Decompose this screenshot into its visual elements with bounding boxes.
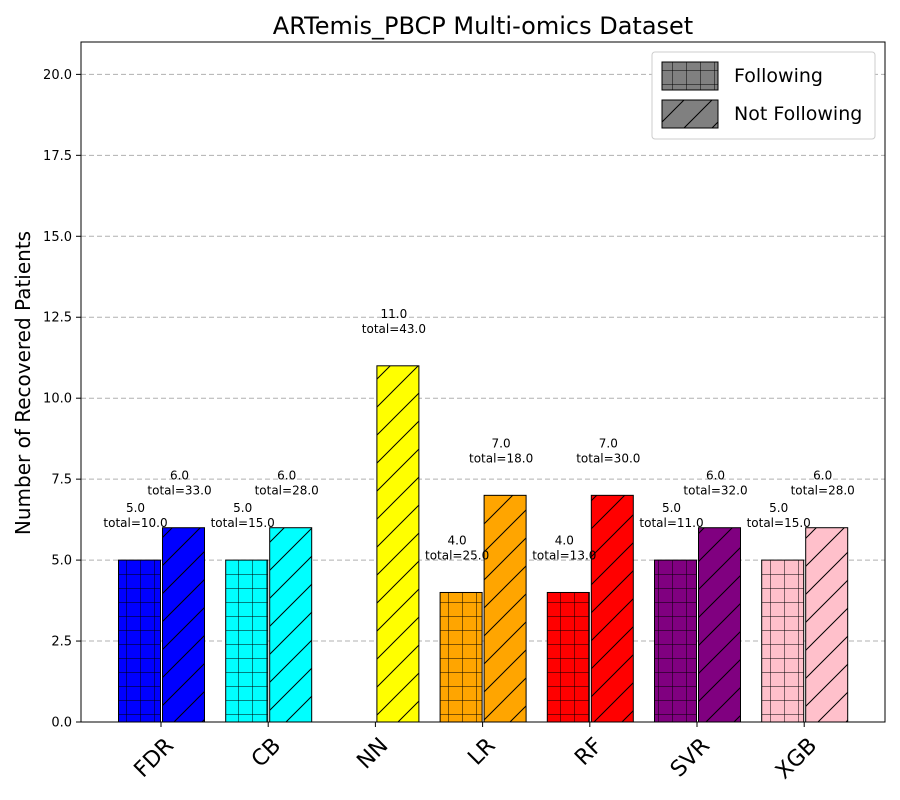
- bar-hatch-svr-following: [654, 559, 697, 723]
- bar-total-label: total=30.0: [576, 451, 640, 465]
- bar-total-label: total=43.0: [362, 322, 426, 336]
- y-tick-label: 20.0: [43, 68, 72, 83]
- legend-hatch-not-following: [661, 99, 719, 129]
- bar-hatch-lr-not-following: [483, 494, 527, 723]
- bar-hatch-cb-following: [225, 559, 269, 723]
- bar-total-label: total=15.0: [747, 516, 811, 530]
- bar-value-label: 11.0: [381, 307, 408, 321]
- bar-total-label: total=28.0: [255, 484, 319, 498]
- bar-hatch-svr-not-following: [698, 527, 741, 723]
- bar-hatch-rf-following: [546, 591, 590, 723]
- bar-value-label: 5.0: [662, 501, 681, 515]
- y-tick-label: 17.5: [43, 149, 72, 164]
- legend-hatch-following: [661, 61, 719, 91]
- y-axis-ticks: 0.0 2.5 5.0 7.5 10.0 12.5 15.0 17.5 20.0: [43, 68, 81, 731]
- bar-total-label: total=10.0: [103, 516, 167, 530]
- data-labels: 5.0total=10.06.0total=33.05.0total=15.06…: [103, 307, 854, 563]
- y-tick-label: 12.5: [43, 311, 72, 326]
- bar-value-label: 5.0: [769, 501, 788, 515]
- bar-hatch-lr-following: [439, 591, 483, 723]
- bar-total-label: total=13.0: [532, 548, 596, 562]
- y-tick-label: 15.0: [43, 230, 72, 245]
- bar-value-label: 4.0: [555, 533, 574, 547]
- bar-value-label: 7.0: [492, 436, 511, 450]
- bar-value-label: 6.0: [706, 469, 725, 483]
- bar-hatch-nn-not-following: [376, 365, 420, 723]
- bar-value-label: 4.0: [448, 533, 467, 547]
- bar-hatch-cb-not-following: [269, 527, 313, 723]
- gridlines: [81, 73, 885, 642]
- bar-value-label: 6.0: [277, 469, 296, 483]
- y-tick-label: 5.0: [51, 554, 72, 569]
- legend-label-following: Following: [734, 65, 823, 87]
- legend-label-not-following: Not Following: [734, 103, 862, 125]
- bars: [118, 365, 849, 723]
- bar-hatch-rf-not-following: [590, 494, 634, 723]
- y-tick-label: 10.0: [43, 392, 72, 407]
- bar-hatch-fdr-not-following: [162, 527, 205, 723]
- legend: Following Not Following: [651, 51, 876, 140]
- y-axis-label: Number of Recovered Patients: [11, 231, 35, 535]
- bar-value-label: 7.0: [599, 436, 618, 450]
- bar-total-label: total=33.0: [147, 484, 211, 498]
- bar-value-label: 6.0: [813, 469, 832, 483]
- bar-total-label: total=15.0: [211, 516, 275, 530]
- bar-total-label: total=28.0: [791, 484, 855, 498]
- bar-hatch-fdr-following: [118, 559, 161, 723]
- bar-total-label: total=25.0: [425, 548, 489, 562]
- y-tick-label: 7.5: [51, 473, 72, 488]
- bar-value-label: 5.0: [126, 501, 145, 515]
- bar-total-label: total=18.0: [469, 451, 533, 465]
- bar-hatch-xgb-following: [761, 559, 805, 723]
- bar-hatch-xgb-not-following: [805, 527, 849, 723]
- bar-total-label: total=11.0: [639, 516, 703, 530]
- y-tick-label: 0.0: [51, 716, 72, 731]
- y-tick-label: 2.5: [51, 635, 72, 650]
- chart-title: ARTemis_PBCP Multi-omics Dataset: [273, 12, 693, 40]
- bar-total-label: total=32.0: [683, 484, 747, 498]
- bar-value-label: 5.0: [233, 501, 252, 515]
- bar-value-label: 6.0: [170, 469, 189, 483]
